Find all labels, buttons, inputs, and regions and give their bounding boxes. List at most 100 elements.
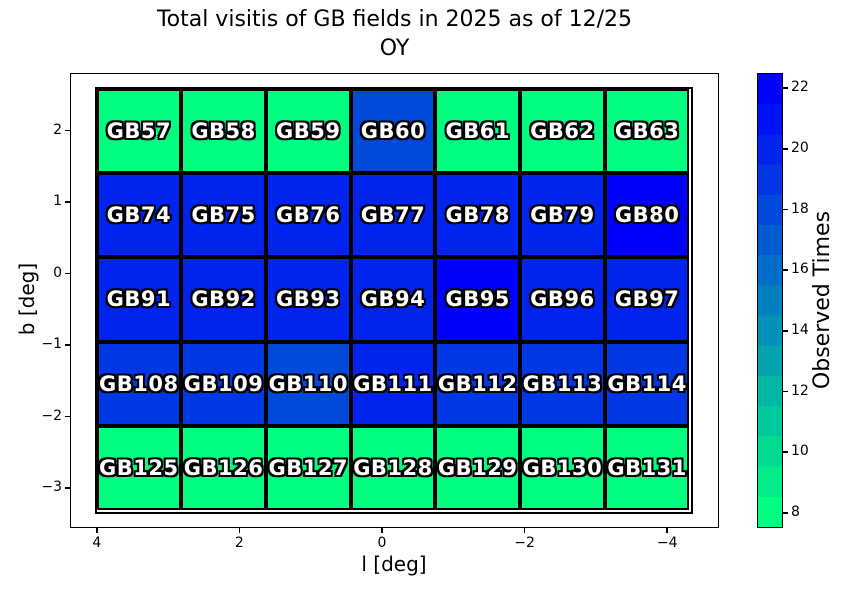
y-tick-mark [65,344,70,346]
grid-cell-gb92: GB92 [181,257,266,342]
grid-cell-gb95: GB95 [435,257,521,342]
grid-cell-label: GB95 [445,287,510,312]
x-tick-label: 0 [377,535,387,551]
grid-cell-label: GB112 [437,371,518,396]
grid-cell-gb78: GB78 [435,172,521,258]
grid-cell-label: GB131 [607,456,687,481]
grid-cell-gb130: GB130 [520,426,605,511]
grid-cell-label: GB129 [437,456,518,481]
colorbar-tick-label: 16 [791,261,809,278]
colorbar-tick-label: 18 [791,200,809,217]
colorbar-tick-mark [783,87,788,89]
grid-cell-label: GB97 [614,287,680,312]
colorbar-tick-label: 12 [791,382,809,399]
grid-cell-label: GB59 [276,118,341,143]
grid-cell-gb96: GB96 [520,257,605,342]
grid-cell-label: GB109 [183,371,264,396]
grid-cell-gb74: GB74 [96,172,182,258]
grid-cell-label: GB60 [360,118,426,143]
grid-cell-gb126: GB126 [181,426,266,511]
colorbar [757,73,783,528]
grid-cell-label: GB114 [607,371,687,396]
grid-cell-label: GB111 [353,371,433,396]
grid-cell-label: GB125 [99,456,179,481]
colorbar-label: Observed Times [809,210,835,390]
y-tick-label: −1 [41,336,62,352]
grid-cell-label: GB61 [445,118,510,143]
y-tick-mark [65,201,70,203]
grid-cell-label: GB108 [99,371,179,396]
grid-cell-gb62: GB62 [520,88,605,173]
grid-cell-label: GB57 [106,118,172,143]
grid-cell-gb93: GB93 [265,257,351,342]
colorbar-tick-mark [783,148,788,150]
y-tick-mark [65,129,70,132]
grid-cell-label: GB75 [191,203,256,228]
grid-cell-gb114: GB114 [604,341,690,427]
chart-title-line1: Total visitis of GB fields in 2025 as of… [156,7,633,32]
colorbar-tick-mark [783,512,788,514]
grid-cell-label: GB110 [268,371,349,396]
y-tick-label: 2 [53,121,62,138]
chart-title-line2: OY [379,36,410,61]
heatmap-grid: GB57 GB58 GB59 GB60 GB61 GB62 GB63 GB74 GB75 GB76… [94,86,693,514]
grid-cell-gb112: GB112 [435,341,521,427]
grid-cell-gb63: GB63 [604,88,690,173]
grid-cell-gb59: GB59 [265,88,351,173]
grid-cell-label: GB58 [191,118,256,143]
grid-cell-gb131: GB131 [604,426,690,511]
grid-cell-gb97: GB97 [604,257,690,342]
colorbar-tick-mark [783,451,788,453]
colorbar-tick-label: 8 [791,503,800,520]
grid-cell-label: GB92 [191,287,256,312]
grid-cell-gb128: GB128 [350,426,436,511]
colorbar-tick-mark [783,269,788,271]
grid-cell-label: GB91 [106,287,172,312]
x-tick-label: −2 [514,535,535,551]
grid-cell-gb76: GB76 [265,172,351,258]
grid-cell-gb129: GB129 [435,426,521,511]
grid-cell-gb91: GB91 [96,257,182,342]
y-tick-label: 1 [53,193,62,209]
colorbar-tick-label: 22 [791,79,809,96]
grid-cell-label: GB128 [353,456,433,481]
grid-cell-label: GB74 [106,203,172,228]
x-tick-label: 2 [234,535,244,551]
grid-cell-label: GB78 [445,203,510,228]
grid-cell-gb58: GB58 [181,88,266,173]
grid-cell-label: GB113 [522,371,603,396]
colorbar-tick-label: 14 [791,321,809,338]
x-tick-mark [666,528,668,533]
y-tick-mark [65,272,70,275]
grid-cell-gb127: GB127 [265,426,351,511]
grid-cell-gb94: GB94 [350,257,436,342]
y-tick-mark [65,487,70,489]
colorbar-tick-mark [783,208,788,211]
grid-cell-label: GB93 [276,287,341,312]
y-tick-label: 0 [53,264,62,281]
grid-cell-label: GB79 [530,203,595,228]
colorbar-tick-mark [783,390,788,393]
chart-title: Total visitis of GB fields in 2025 as of… [70,5,719,63]
grid-cell-label: GB130 [522,456,603,481]
grid-cell-label: GB80 [614,203,680,228]
y-tick-label: −2 [41,407,62,424]
y-tick-label: −3 [41,479,62,495]
colorbar-label-wrap: Observed Times [807,150,837,450]
x-axis-label: l [deg] [361,552,427,576]
x-tick-mark [523,528,526,533]
grid-cell-label: GB127 [268,456,349,481]
x-tick-mark [96,528,98,533]
grid-cell-gb80: GB80 [604,172,690,258]
grid-cell-gb110: GB110 [265,341,351,427]
grid-cell-gb75: GB75 [181,172,266,258]
grid-cell-gb108: GB108 [96,341,182,427]
grid-cell-gb111: GB111 [350,341,436,427]
grid-cell-gb113: GB113 [520,341,605,427]
grid-cell-gb57: GB57 [96,88,182,173]
grid-cell-gb109: GB109 [181,341,266,427]
colorbar-tick-label: 10 [791,443,809,460]
grid-cell-label: GB76 [276,203,341,228]
grid-cell-gb79: GB79 [520,172,605,258]
